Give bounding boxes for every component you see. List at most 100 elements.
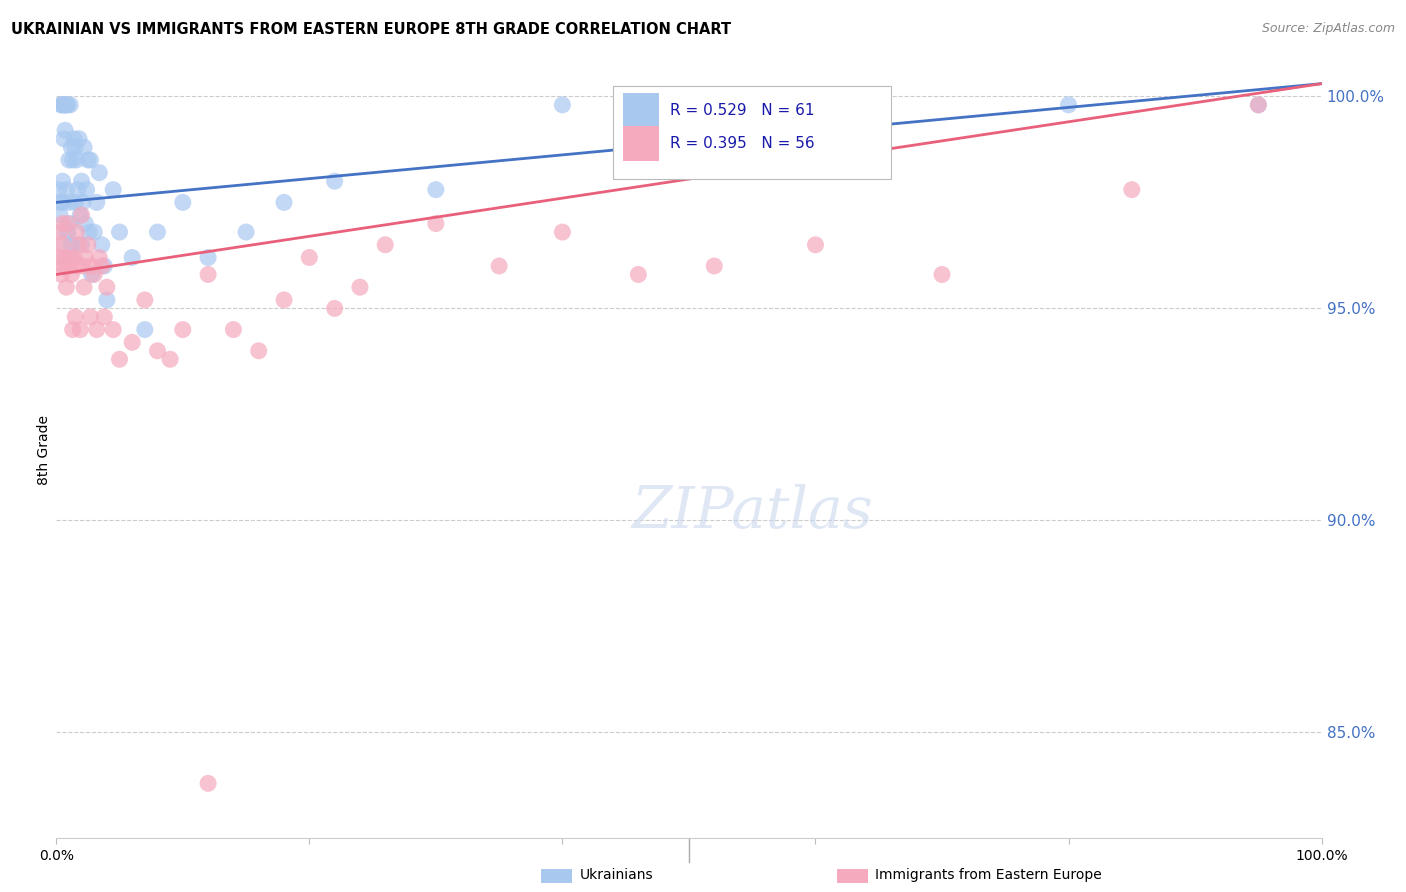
Point [58, 259, 80, 273]
Text: R = 0.395   N = 56: R = 0.395 N = 56 [669, 136, 814, 152]
Point [52, 98, 75, 112]
Point [1057, 98, 1080, 112]
Point [65, 310, 87, 324]
Point [59, 251, 82, 265]
Point [73, 140, 96, 154]
Point [93, 259, 115, 273]
Point [52, 98, 75, 112]
Text: UKRAINIAN VS IMMIGRANTS FROM EASTERN EUROPE 8TH GRADE CORRELATION CHART: UKRAINIAN VS IMMIGRANTS FROM EASTERN EUR… [11, 22, 731, 37]
Point [89, 166, 111, 180]
Text: R = 0.529   N = 61: R = 0.529 N = 61 [669, 103, 814, 118]
Point [67, 132, 90, 146]
Point [83, 268, 105, 282]
Point [222, 323, 245, 337]
Point [627, 268, 650, 282]
Point [425, 183, 447, 197]
Point [93, 310, 115, 324]
Point [52, 259, 75, 273]
Text: ZIPatlas: ZIPatlas [631, 484, 873, 541]
Point [76, 183, 98, 197]
Point [134, 323, 156, 337]
Point [349, 280, 371, 294]
Text: Immigrants from Eastern Europe: Immigrants from Eastern Europe [875, 868, 1101, 882]
Point [83, 225, 105, 239]
Point [1121, 183, 1143, 197]
Point [55, 183, 77, 197]
Point [53, 251, 76, 265]
Point [89, 251, 111, 265]
Point [703, 259, 725, 273]
Point [273, 195, 295, 210]
Point [90, 259, 112, 273]
Point [52, 217, 75, 231]
Point [62, 323, 84, 337]
Point [75, 251, 97, 265]
Point [52, 195, 75, 210]
Point [72, 259, 94, 273]
Point [108, 352, 131, 367]
Point [551, 98, 574, 112]
Point [73, 280, 96, 294]
Point [323, 301, 346, 316]
Point [51, 268, 73, 282]
Point [52, 237, 75, 252]
Point [488, 259, 510, 273]
Point [51, 98, 73, 112]
Point [80, 268, 103, 282]
Point [273, 293, 295, 307]
Point [51, 98, 73, 112]
Point [298, 251, 321, 265]
Point [146, 225, 169, 239]
Point [59, 217, 82, 231]
Point [804, 237, 827, 252]
Point [197, 251, 219, 265]
Point [53, 98, 76, 112]
Point [76, 153, 98, 167]
Point [63, 132, 86, 146]
Point [247, 343, 270, 358]
Point [48, 246, 70, 260]
Point [60, 268, 83, 282]
Point [66, 183, 89, 197]
Point [59, 98, 82, 112]
Point [72, 195, 94, 210]
Point [146, 343, 169, 358]
Point [65, 195, 87, 210]
Point [69, 208, 91, 222]
Point [96, 293, 118, 307]
Point [86, 195, 108, 210]
Point [75, 217, 97, 231]
Point [159, 352, 181, 367]
Point [108, 225, 131, 239]
Point [56, 225, 79, 239]
Point [69, 323, 91, 337]
Point [79, 153, 101, 167]
Point [172, 323, 194, 337]
Point [70, 237, 93, 252]
Point [551, 225, 574, 239]
Point [103, 323, 124, 337]
Point [58, 153, 80, 167]
Point [172, 195, 194, 210]
Point [1247, 98, 1270, 112]
Point [65, 140, 87, 154]
Point [197, 268, 219, 282]
Point [134, 293, 156, 307]
FancyBboxPatch shape [613, 86, 891, 178]
Y-axis label: 8th Grade: 8th Grade [37, 416, 51, 485]
FancyBboxPatch shape [623, 93, 658, 128]
Point [67, 237, 90, 252]
Point [121, 335, 143, 350]
Point [49, 208, 72, 222]
Point [62, 153, 84, 167]
Point [70, 174, 93, 188]
Point [779, 98, 801, 112]
Point [197, 776, 219, 790]
Point [323, 174, 346, 188]
Point [121, 251, 143, 265]
Point [235, 225, 257, 239]
Point [66, 259, 89, 273]
Point [90, 237, 112, 252]
Point [425, 217, 447, 231]
Point [52, 132, 75, 146]
